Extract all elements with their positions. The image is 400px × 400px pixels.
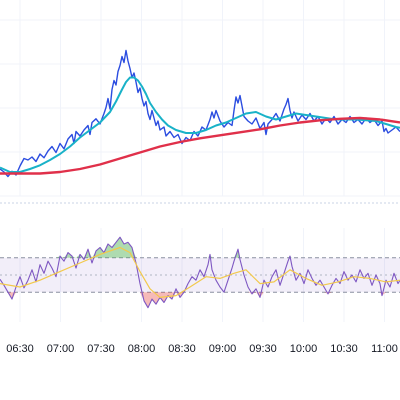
time-tick-label: 06:30 xyxy=(6,343,34,355)
price-panel-grid xyxy=(0,0,400,197)
time-tick-label: 08:00 xyxy=(128,343,156,355)
oscillator-series-line xyxy=(0,246,400,298)
time-tick-label: 09:30 xyxy=(249,343,277,355)
time-tick-label: 10:30 xyxy=(330,343,358,355)
time-axis: 06:30 07:00 07:30 08:00 08:30 09:00 09:3… xyxy=(6,343,398,355)
time-tick-label: 07:00 xyxy=(47,343,75,355)
time-tick-label: 10:00 xyxy=(290,343,318,355)
price-series-line xyxy=(0,116,400,175)
time-tick-label: 11:00 xyxy=(371,343,398,355)
time-tick-label: 07:30 xyxy=(87,343,115,355)
oscillator-series-line xyxy=(0,236,400,309)
price-panel-series xyxy=(0,49,400,178)
price-series-line xyxy=(0,76,400,173)
overbought-fill xyxy=(0,237,400,258)
oscillator-series xyxy=(0,236,400,309)
time-tick-label: 09:00 xyxy=(209,343,237,355)
price-series-line xyxy=(0,49,400,178)
time-tick-label: 08:30 xyxy=(168,343,196,355)
